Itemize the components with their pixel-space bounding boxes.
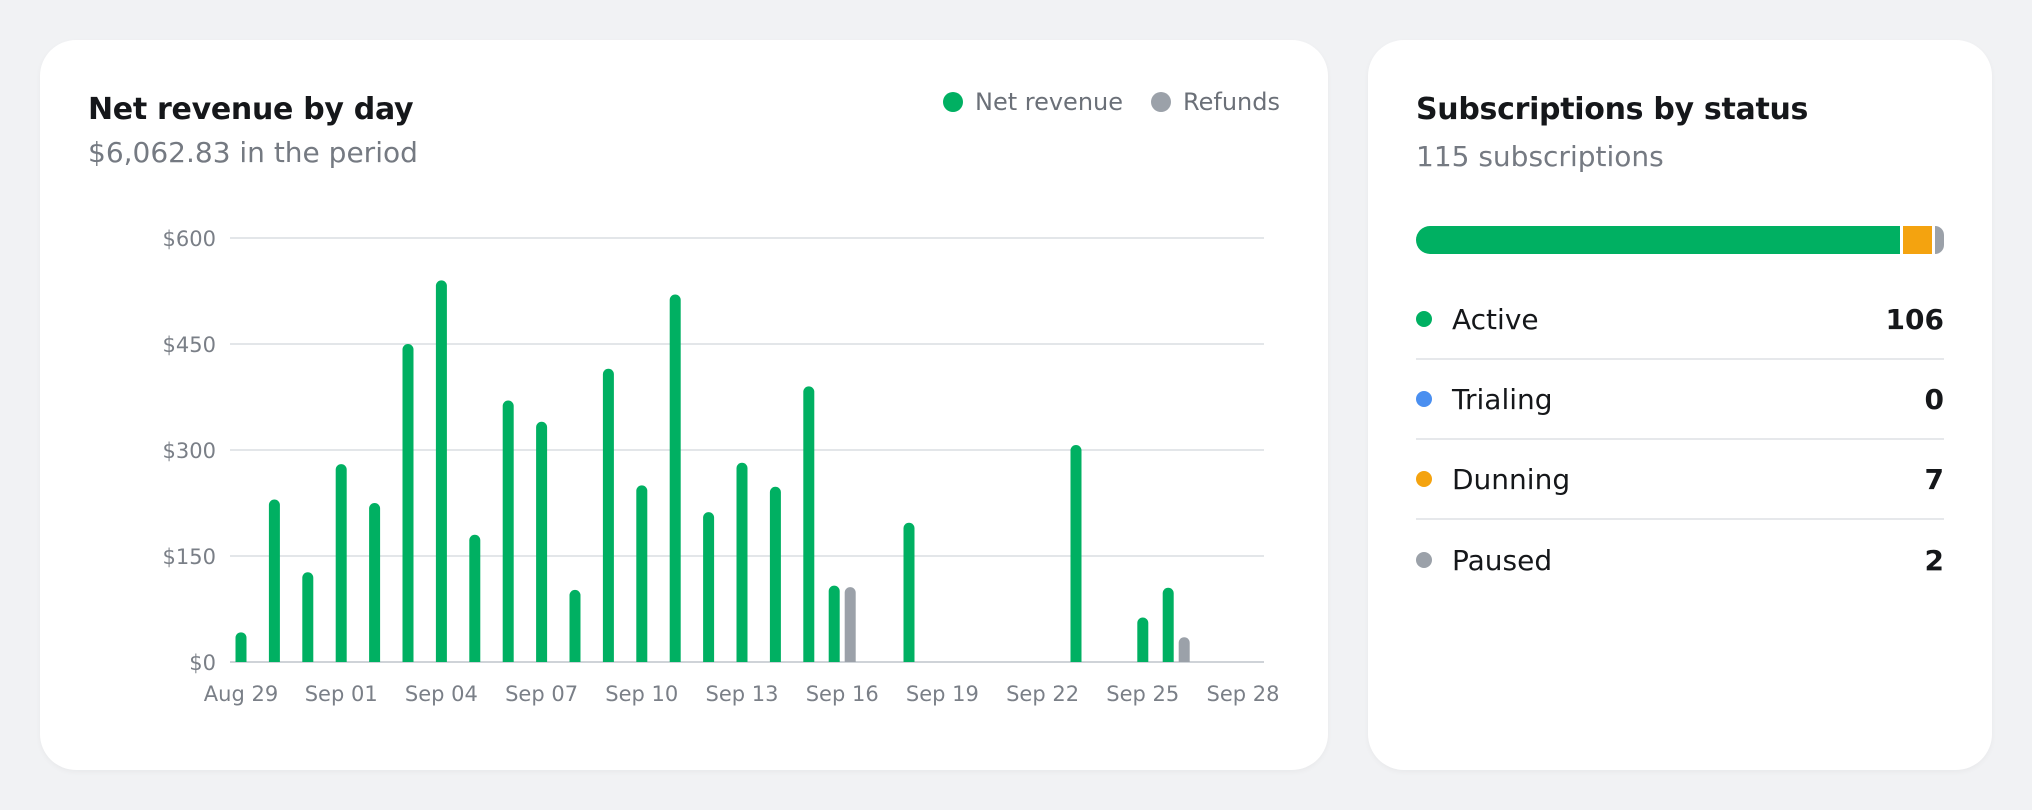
bar-net-revenue[interactable] (903, 522, 915, 662)
status-bar-segment-dunning (1902, 226, 1932, 254)
status-dot-dunning (1416, 471, 1432, 487)
status-dot-paused (1416, 552, 1432, 568)
bar-net-revenue[interactable] (502, 400, 514, 662)
status-label-dunning: Dunning (1452, 462, 1571, 496)
subscriptions-card-title: Subscriptions by status (1416, 92, 1809, 127)
status-row-trialing[interactable]: Trialing 0 (1416, 360, 1944, 440)
bar-refunds[interactable] (1178, 637, 1190, 662)
bar-net-revenue[interactable] (769, 486, 781, 662)
x-tick-label: Sep 04 (405, 682, 478, 706)
chart-legend: Net revenue Refunds (915, 88, 1280, 116)
x-tick-label: Sep 25 (1106, 682, 1179, 706)
bar-net-revenue[interactable] (402, 344, 414, 662)
status-dot-trialing (1416, 391, 1432, 407)
bar-net-revenue[interactable] (435, 280, 447, 662)
bar-net-revenue[interactable] (268, 499, 280, 662)
status-row-dunning[interactable]: Dunning 7 (1416, 440, 1944, 520)
status-count-dunning: 7 (1924, 462, 1944, 496)
x-tick-label: Sep 01 (305, 682, 378, 706)
x-tick-label: Sep 07 (505, 682, 578, 706)
bar-net-revenue[interactable] (469, 534, 481, 662)
legend-dot-refunds (1151, 92, 1172, 112)
x-tick-label: Sep 16 (806, 682, 879, 706)
bar-net-revenue[interactable] (803, 386, 815, 662)
bar-net-revenue[interactable] (335, 464, 347, 662)
status-bar-segment-paused (1934, 226, 1944, 254)
x-tick-label: Sep 13 (706, 682, 779, 706)
bar-net-revenue[interactable] (669, 294, 681, 662)
y-tick-label: $450 (163, 333, 216, 357)
legend-label-net-revenue: Net revenue (974, 88, 1124, 116)
legend-item-refunds[interactable]: Refunds (1151, 88, 1280, 116)
bar-net-revenue[interactable] (1070, 445, 1082, 662)
bar-net-revenue[interactable] (369, 503, 381, 662)
bar-net-revenue[interactable] (602, 368, 614, 662)
status-list: Active 106 Trialing 0 Dunning 7 Paused 2 (1416, 280, 1944, 600)
bar-net-revenue[interactable] (302, 572, 314, 662)
status-label-paused: Paused (1452, 543, 1553, 577)
revenue-bar-chart: $0 $150 $300 $450 $600 Aug 29 Sep 01 Sep 04 Sep … (163, 227, 1280, 706)
legend-item-net-revenue[interactable]: Net revenue (942, 88, 1124, 116)
status-row-active[interactable]: Active 106 (1416, 280, 1944, 360)
x-tick-label: Aug 29 (204, 682, 278, 706)
status-count-trialing: 0 (1924, 382, 1944, 416)
bar-net-revenue[interactable] (703, 512, 715, 662)
x-tick-label: Sep 10 (605, 682, 678, 706)
status-row-paused[interactable]: Paused 2 (1416, 520, 1944, 600)
legend-label-refunds: Refunds (1183, 88, 1280, 116)
status-bar-segment-active (1416, 226, 1900, 254)
x-tick-label: Sep 22 (1006, 682, 1079, 706)
bar-net-revenue[interactable] (1162, 587, 1174, 662)
revenue-card-title: Net revenue by day (88, 92, 414, 127)
legend-dot-net-revenue (942, 92, 963, 112)
bar-net-revenue[interactable] (536, 421, 548, 662)
y-tick-label: $0 (189, 651, 216, 675)
y-tick-label: $600 (163, 227, 216, 251)
bar-net-revenue[interactable] (736, 462, 748, 662)
bar-net-revenue[interactable] (828, 585, 840, 662)
status-label-trialing: Trialing (1452, 382, 1553, 416)
bar-net-revenue[interactable] (235, 632, 247, 662)
status-count-active: 106 (1885, 302, 1944, 336)
subscriptions-card: Subscriptions by status 115 subscription… (1368, 40, 1992, 770)
x-tick-label: Sep 28 (1207, 682, 1280, 706)
y-tick-label: $150 (163, 545, 216, 569)
bar-net-revenue[interactable] (569, 589, 581, 662)
x-tick-label: Sep 19 (906, 682, 979, 706)
subscriptions-card-subtitle: 115 subscriptions (1416, 140, 1664, 173)
status-count-paused: 2 (1924, 543, 1944, 577)
status-label-active: Active (1452, 302, 1539, 336)
revenue-card: Net revenue by day $6,062.83 in the peri… (40, 40, 1328, 770)
bar-net-revenue[interactable] (1137, 617, 1149, 662)
status-dot-active (1416, 311, 1432, 327)
bar-refunds[interactable] (844, 587, 856, 662)
revenue-card-subtitle: $6,062.83 in the period (88, 136, 418, 169)
bar-net-revenue[interactable] (636, 485, 648, 662)
status-distribution-bar (1416, 226, 1944, 254)
y-tick-label: $300 (163, 439, 216, 463)
